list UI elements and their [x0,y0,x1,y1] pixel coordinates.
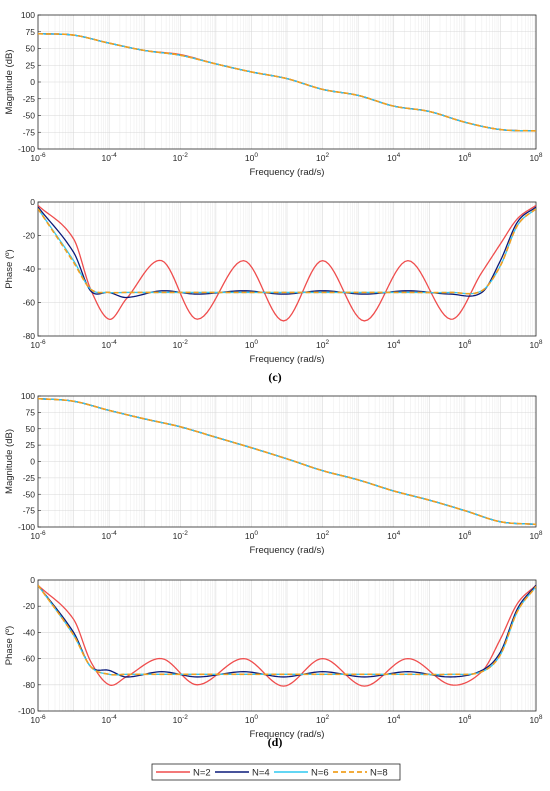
x-tick-label: 10-2 [173,152,189,163]
y-tick-label: 0 [30,457,35,467]
x-axis-label: Frequency (rad/s) [250,545,325,556]
y-tick-label: 0 [30,197,35,207]
y-tick-label: -40 [23,264,36,274]
x-tick-label: 100 [245,530,258,541]
y-tick-label: -25 [23,94,36,104]
legend-label-n2: N=2 [193,768,211,779]
y-tick-label: -50 [23,111,36,121]
y-axis-label: Magnitude (dB) [4,50,15,115]
x-tick-label: 10-6 [30,714,46,725]
legend: N=2 N=4 N=6 N=8 [151,763,401,781]
x-tick-label: 108 [529,530,542,541]
legend-label-n8: N=8 [370,768,388,779]
y-tick-label: -80 [23,680,36,690]
x-tick-label: 108 [529,339,542,350]
y-tick-label: -50 [23,489,36,499]
x-tick-label: 102 [316,339,329,350]
x-tick-label: 10-6 [30,339,46,350]
y-tick-label: 0 [30,77,35,87]
x-tick-label: 100 [245,714,258,725]
x-tick-label: 108 [529,714,542,725]
x-tick-label: 100 [245,152,258,163]
y-axis-label: Phase (º) [4,249,15,288]
y-tick-label: -75 [23,127,36,137]
x-tick-label: 10-2 [173,530,189,541]
x-tick-label: 106 [458,152,471,163]
x-tick-label: 10-6 [30,152,46,163]
series-line-n8 [38,584,536,676]
y-tick-label: 25 [26,60,36,70]
y-tick-label: 75 [26,27,36,37]
x-axis-label: Frequency (rad/s) [250,167,325,178]
x-axis-label: Frequency (rad/s) [250,354,325,365]
x-tick-label: 10-6 [30,530,46,541]
series-line-n8 [38,208,536,295]
y-tick-label: 50 [26,44,36,54]
series-line-n2 [38,584,536,687]
x-tick-label: 10-4 [102,152,118,163]
panel-label-d: (d) [268,735,283,749]
x-tick-label: 102 [316,714,329,725]
y-tick-label: -25 [23,473,36,483]
x-tick-label: 104 [387,714,400,725]
y-tick-label: -60 [23,654,36,664]
y-tick-label: 25 [26,440,36,450]
y-tick-label: -100 [18,522,35,532]
x-tick-label: 10-4 [102,714,118,725]
x-tick-label: 102 [316,530,329,541]
x-tick-label: 10-4 [102,530,118,541]
y-tick-label: 100 [21,10,35,20]
x-tick-label: 10-4 [102,339,118,350]
y-tick-label: -20 [23,231,36,241]
series-line-n2 [38,204,536,322]
y-tick-label: 50 [26,424,36,434]
y-axis-label: Magnitude (dB) [4,429,15,494]
x-tick-label: 102 [316,152,329,163]
y-tick-label: -75 [23,506,36,516]
y-tick-label: -80 [23,331,36,341]
y-axis-label: Phase (º) [4,626,15,665]
legend-label-n6: N=6 [311,768,329,779]
legend-label-n4: N=4 [252,768,270,779]
series-line-n8 [38,32,536,132]
axes-frame [37,579,537,712]
series-line-n4 [38,584,536,678]
y-tick-label: -40 [23,627,36,637]
x-tick-label: 106 [458,530,471,541]
series-line-n8 [38,397,536,526]
y-tick-label: -60 [23,298,36,308]
x-tick-label: 108 [529,152,542,163]
x-tick-label: 10-2 [173,714,189,725]
y-tick-label: 0 [30,575,35,585]
x-tick-label: 106 [458,339,471,350]
x-tick-label: 104 [387,339,400,350]
x-tick-label: 106 [458,714,471,725]
x-tick-label: 100 [245,339,258,350]
x-tick-label: 104 [387,152,400,163]
y-tick-label: -100 [18,144,35,154]
x-tick-label: 104 [387,530,400,541]
y-tick-label: -100 [18,706,35,716]
y-tick-label: 75 [26,407,36,417]
y-tick-label: -20 [23,601,36,611]
y-tick-label: 100 [21,391,35,401]
panel-label-c: (c) [268,370,281,384]
x-tick-label: 10-2 [173,339,189,350]
x-axis-label: Frequency (rad/s) [250,729,325,740]
